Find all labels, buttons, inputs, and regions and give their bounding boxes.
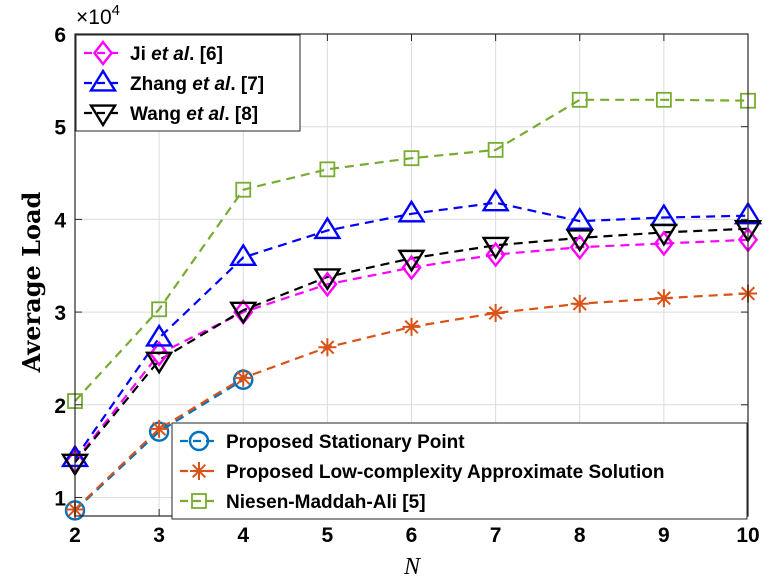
legend-label-part: et al [151, 44, 190, 65]
data-point [481, 236, 510, 260]
data-point [229, 301, 258, 325]
legend-label-part: Ji [130, 44, 151, 65]
data-point [402, 317, 421, 336]
data-point [401, 254, 422, 281]
data-point [313, 216, 342, 240]
legend-top-left: Ji et al. [6]Zhang et al. [7]Wang et al.… [75, 34, 301, 132]
data-point [565, 229, 594, 253]
x-tick-label: 8 [574, 524, 586, 547]
y-exponent-base: ×10 [76, 6, 112, 29]
legend-label: Ji et al. [6] [130, 44, 223, 65]
legend-label-part: . [8] [224, 104, 258, 125]
legend-label-part: Proposed Low-complexity Approximate Solu… [226, 462, 664, 483]
series-markers [60, 91, 763, 521]
data-point [649, 223, 679, 247]
y-exponent: ×104 [76, 2, 120, 29]
data-point [235, 181, 252, 198]
data-point [565, 206, 594, 230]
legend-label-part: . [7] [230, 74, 264, 95]
data-point [229, 243, 258, 267]
data-point [151, 301, 168, 318]
data-point [318, 338, 337, 357]
data-point [487, 141, 504, 158]
legend-marker [92, 40, 114, 66]
y-tick-label: 5 [54, 117, 66, 140]
data-point [144, 351, 174, 375]
legend-label-part: et al [192, 74, 231, 95]
y-axis-label: Average Load [17, 191, 46, 373]
x-tick-label: 6 [406, 524, 418, 547]
data-point [144, 323, 174, 347]
legend-label-part: Proposed Stationary Point [226, 432, 465, 453]
data-point [654, 289, 673, 308]
data-point [313, 268, 342, 292]
legend-label-part: Niesen-Maddah-Ali [5] [226, 492, 426, 513]
x-tick-label: 10 [736, 524, 759, 547]
x-tick-label: 2 [69, 524, 81, 547]
legend-label: Niesen-Maddah-Ali [5] [226, 492, 426, 513]
series-line [74, 201, 749, 460]
data-point [397, 249, 426, 273]
x-axis-label: N [403, 554, 422, 580]
legend-marker [88, 68, 118, 92]
legend-bottom-box [171, 422, 748, 520]
data-point [403, 150, 420, 167]
data-point [571, 91, 588, 108]
legend-label-part: . [6] [189, 44, 223, 65]
legend-label: Proposed Low-complexity Approximate Solu… [226, 462, 664, 483]
legend-label: Proposed Stationary Point [226, 432, 465, 453]
legend-label: Zhang et al. [7] [130, 74, 264, 95]
legend-label: Wang et al. [8] [130, 104, 258, 125]
x-tick-label: 3 [153, 524, 165, 547]
series-line [74, 98, 749, 402]
data-point [485, 241, 506, 268]
data-point [481, 188, 510, 212]
x-tick-label: 7 [490, 524, 502, 547]
data-point [234, 368, 253, 387]
data-point [655, 91, 672, 108]
data-point [570, 294, 589, 313]
legend-label-part: Wang [130, 104, 186, 125]
legend-marker [190, 462, 208, 480]
x-tick-label: 4 [237, 524, 249, 547]
legend-marker [88, 104, 118, 128]
legend-marker [191, 493, 207, 509]
y-tick-label: 6 [54, 24, 66, 47]
y-exponent-power: 4 [112, 2, 120, 19]
x-tick-label: 5 [322, 524, 334, 547]
data-point [319, 161, 336, 178]
y-tick-label: 1 [54, 487, 66, 510]
y-tick-label: 4 [54, 209, 66, 232]
legend-marker [188, 430, 210, 452]
data-point [150, 419, 169, 438]
data-point [486, 304, 505, 323]
data-point [397, 199, 426, 223]
y-tick-label: 2 [54, 395, 66, 418]
data-point [149, 340, 170, 367]
x-tick-label: 9 [658, 524, 670, 547]
legend-bottom-right: Proposed Stationary Point Proposed Low-co… [171, 422, 748, 520]
series-line [74, 238, 749, 462]
legend-label-part: et al [186, 104, 225, 125]
y-tick-label: 3 [54, 302, 66, 325]
data-point [569, 234, 590, 261]
legend-label-part: Zhang [130, 74, 192, 95]
data-point [653, 230, 674, 257]
